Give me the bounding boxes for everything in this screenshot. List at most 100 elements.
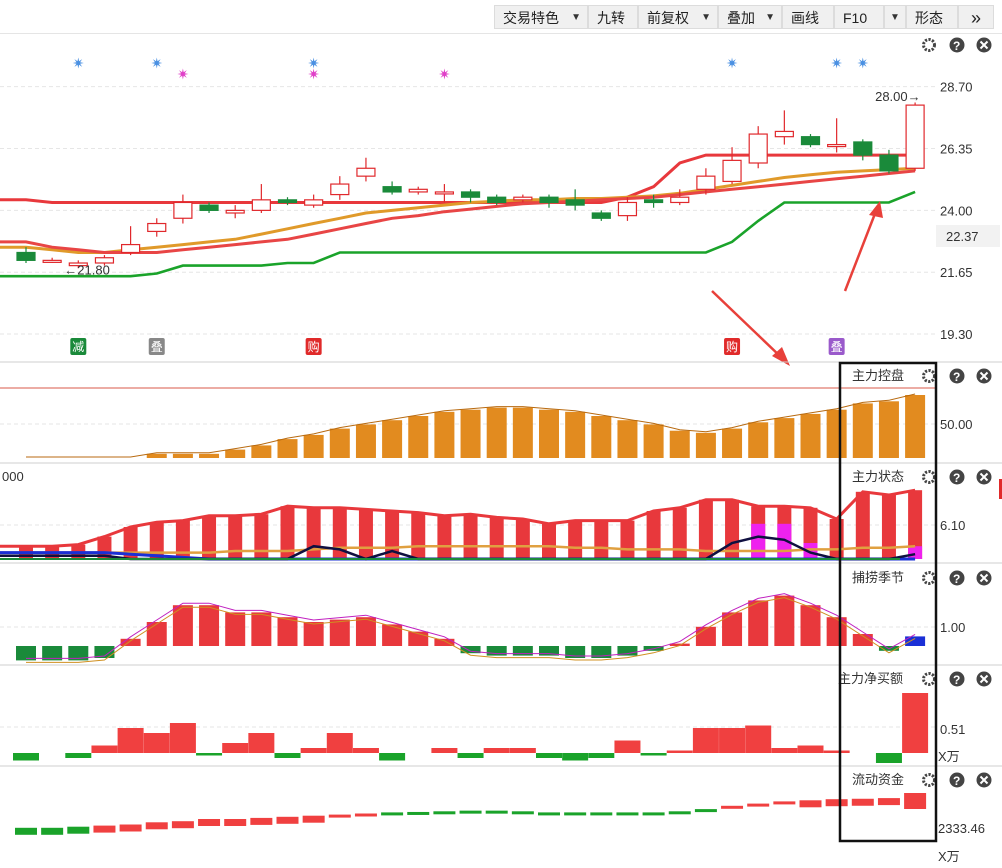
gear-icon[interactable] — [922, 672, 936, 686]
control-bar — [408, 416, 429, 458]
control-bar — [695, 432, 716, 458]
pattern-button[interactable]: 形态 — [906, 5, 958, 29]
control-bar — [800, 413, 821, 458]
signal-badge-label: 叠 — [151, 340, 163, 354]
season-bar — [722, 612, 743, 646]
candle-body — [356, 167, 376, 177]
state-bar — [568, 520, 583, 559]
gear-icon[interactable] — [922, 773, 936, 787]
liquid-bar — [459, 810, 482, 814]
pattern-label: 形态 — [915, 10, 943, 26]
netbuy-bar — [562, 753, 589, 761]
candle-body — [774, 130, 794, 138]
help-icon[interactable] — [949, 570, 965, 586]
liquid-panel-controls[interactable]: ? — [922, 772, 992, 789]
season-panel-controls[interactable]: ? — [922, 570, 992, 587]
control-bar — [643, 424, 664, 458]
netbuy-bar — [352, 748, 379, 753]
help-icon[interactable] — [949, 469, 965, 485]
gear-icon[interactable] — [922, 369, 936, 383]
control-panel-controls[interactable]: ? — [922, 368, 992, 385]
more-button[interactable]: » — [958, 5, 994, 29]
season-bar — [852, 634, 873, 646]
current-price-label: 22.37 — [946, 229, 979, 244]
candle-body — [120, 243, 141, 254]
liquid-bar — [302, 815, 325, 823]
help-icon-glyph: ? — [953, 673, 960, 687]
blue-star-icon — [726, 57, 738, 69]
blue-star-icon — [831, 57, 843, 69]
state-bar — [908, 490, 923, 559]
adjust-dropdown[interactable]: 前复权 ▼ — [638, 5, 718, 29]
candle-body — [251, 199, 271, 211]
candle-body — [643, 199, 664, 204]
liquid-bar — [67, 826, 90, 834]
state-bar — [411, 512, 426, 559]
help-icon-glyph: ? — [953, 471, 960, 485]
f10-label: F10 — [843, 10, 868, 26]
liquid-bar — [198, 819, 221, 826]
current-price-box — [936, 225, 1000, 247]
control-bar — [826, 409, 847, 458]
netbuy-bar — [91, 745, 118, 753]
help-icon[interactable] — [949, 37, 965, 53]
gear-icon[interactable] — [922, 470, 936, 484]
state-panel-controls[interactable]: ? — [922, 469, 992, 486]
control-bar — [172, 453, 193, 458]
season-bar — [225, 612, 246, 646]
f10-button[interactable]: F10 — [834, 5, 884, 29]
gear-icon[interactable] — [922, 571, 936, 585]
season-line-a — [26, 593, 916, 659]
help-icon[interactable] — [949, 772, 965, 788]
season-bar — [512, 646, 533, 656]
state-bar — [672, 507, 687, 559]
state-tick-label: 6.10 — [940, 518, 965, 533]
candle-body — [304, 199, 324, 206]
liquid-bar — [694, 809, 717, 813]
liquid-bar — [145, 822, 168, 830]
season-bar — [434, 638, 455, 646]
control-bar — [460, 409, 481, 458]
season-bar — [460, 646, 481, 654]
nine-turn-label: 九转 — [597, 10, 625, 26]
help-icon[interactable] — [949, 368, 965, 384]
chevron-down-icon: ▼ — [701, 12, 711, 23]
overlay-dropdown[interactable]: 叠加 ▼ — [718, 5, 782, 29]
close-icon-glyph — [979, 674, 989, 684]
candle-body — [905, 104, 925, 169]
candle-body — [722, 159, 742, 183]
draw-line-button[interactable]: 画线 — [782, 5, 834, 29]
trade-feature-dropdown[interactable]: 交易特色 ▼ — [494, 5, 588, 29]
state-top-line — [0, 488, 916, 548]
season-bar — [486, 646, 507, 656]
netbuy-bar — [222, 743, 249, 753]
liquid-bar — [15, 827, 37, 835]
state-bar — [228, 515, 243, 559]
gear-icon[interactable] — [922, 38, 936, 52]
arrow-line — [843, 210, 878, 292]
liquid-bar — [747, 803, 770, 807]
state-bar — [280, 506, 295, 559]
price-tick-label: 28.70 — [940, 80, 973, 95]
nine-turn-button[interactable]: 九转 — [588, 5, 638, 29]
season-bar — [68, 646, 89, 661]
candle-body — [68, 262, 88, 267]
netbuy-bar — [248, 733, 275, 753]
netbuy-panel-controls[interactable]: ? — [922, 671, 992, 688]
liquid-bar — [825, 799, 848, 807]
netbuy-bar — [719, 728, 746, 753]
netbuy-bar — [588, 753, 615, 758]
signal-badge-label: 购 — [308, 339, 320, 354]
f10-dropdown-toggle[interactable]: ▼ — [884, 5, 906, 29]
candle-body — [617, 201, 638, 217]
state-left-value: 000 — [2, 469, 24, 484]
main-panel-controls[interactable]: ? — [922, 37, 992, 54]
netbuy-bar — [483, 748, 510, 753]
control-bar — [852, 403, 873, 458]
blue-star-icon — [308, 57, 320, 69]
control-tick-label: 50.00 — [940, 417, 973, 432]
state-bar — [829, 519, 844, 559]
help-icon[interactable] — [949, 671, 965, 687]
liquid-unit-label: X万 — [938, 849, 960, 864]
ma-line-2 — [0, 169, 916, 254]
